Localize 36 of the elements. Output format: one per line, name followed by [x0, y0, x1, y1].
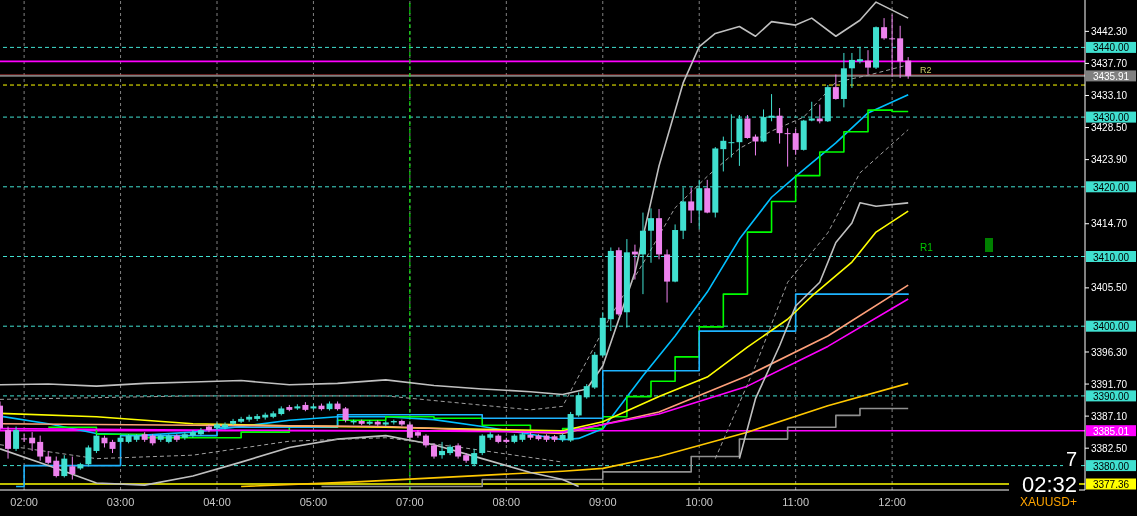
text: XAUUSD+ [1019, 495, 1077, 509]
x-tick-label: 04:00 [203, 495, 231, 508]
ref-line-label: 3380.00 [1092, 460, 1130, 472]
ref-line-label: 3377.36 [1092, 479, 1130, 491]
x-tick-label: 11:00 [782, 495, 810, 508]
y-tick-label: 3405.50 [1091, 282, 1128, 294]
y-tick-label: 3414.70 [1091, 218, 1128, 230]
y-tick-label: 3387.10 [1091, 410, 1128, 422]
y-tick-label: 3428.50 [1091, 122, 1128, 134]
annotation: R2 [920, 64, 932, 75]
ref-line-label: 3390.00 [1092, 390, 1130, 402]
x-tick-label: 02:00 [10, 495, 38, 508]
annotation: 7 [1065, 448, 1077, 470]
ref-line-label: 3420.00 [1092, 181, 1130, 193]
x-tick-label: 08:00 [492, 495, 521, 508]
x-tick-label: 07:00 [396, 495, 424, 508]
x-tick-label: 12:00 [878, 495, 906, 508]
ref-line-label: 3410.00 [1092, 251, 1130, 263]
y-tick-label: 3391.70 [1091, 378, 1128, 390]
ref-line-label: 3385.01 [1092, 425, 1130, 437]
y-tick-label: 3382.50 [1091, 442, 1128, 454]
y-tick-label: 3442.30 [1091, 25, 1128, 37]
x-tick-label: 09:00 [589, 495, 617, 508]
ref-line-label: 3400.00 [1092, 321, 1130, 333]
x-tick-label: 10:00 [685, 495, 713, 508]
y-tick-label: 3433.10 [1091, 90, 1128, 102]
y-tick-label: 3396.30 [1091, 346, 1128, 358]
y-tick-label: 3423.90 [1091, 154, 1128, 166]
ref-line-label: 3430.00 [1092, 112, 1130, 124]
y-tick-label: 3437.70 [1091, 57, 1128, 69]
ref-line-label: 3435.91 [1092, 70, 1130, 82]
annotation: 02:32 [1021, 472, 1077, 497]
annotation: R1 [920, 242, 934, 253]
ref-line-label: 3440.00 [1092, 42, 1130, 54]
x-tick-label: 03:00 [106, 495, 135, 508]
x-tick-label: 05:00 [299, 495, 328, 508]
